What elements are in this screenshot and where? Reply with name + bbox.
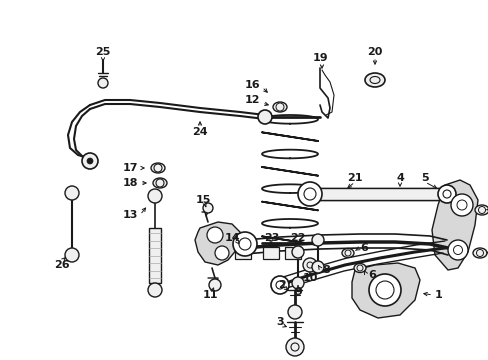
Circle shape — [65, 248, 79, 262]
Polygon shape — [195, 222, 240, 265]
Ellipse shape — [341, 248, 353, 257]
Circle shape — [303, 258, 316, 272]
Text: 11: 11 — [202, 290, 217, 300]
Text: 19: 19 — [311, 53, 327, 63]
Text: 6: 6 — [359, 243, 367, 253]
Ellipse shape — [472, 248, 486, 258]
Text: 5: 5 — [420, 173, 428, 183]
Ellipse shape — [474, 205, 488, 215]
Text: 9: 9 — [293, 287, 301, 297]
Circle shape — [270, 276, 288, 294]
Circle shape — [311, 261, 324, 273]
Circle shape — [437, 185, 455, 203]
Text: 14: 14 — [225, 233, 240, 243]
Circle shape — [87, 158, 93, 164]
Text: 22: 22 — [290, 233, 305, 243]
FancyBboxPatch shape — [285, 247, 301, 259]
Ellipse shape — [272, 102, 286, 112]
Text: 23: 23 — [264, 233, 279, 243]
Ellipse shape — [353, 264, 365, 273]
Ellipse shape — [153, 178, 167, 188]
FancyBboxPatch shape — [263, 247, 279, 259]
FancyBboxPatch shape — [235, 247, 250, 259]
Ellipse shape — [364, 73, 384, 87]
Circle shape — [208, 279, 221, 291]
Circle shape — [215, 246, 228, 260]
Circle shape — [232, 232, 257, 256]
Circle shape — [297, 182, 321, 206]
Circle shape — [291, 246, 304, 258]
Circle shape — [311, 234, 324, 246]
Circle shape — [82, 153, 98, 169]
Circle shape — [291, 277, 304, 289]
Text: 2: 2 — [278, 280, 285, 290]
Circle shape — [258, 110, 271, 124]
Text: 15: 15 — [195, 195, 210, 205]
Text: 4: 4 — [395, 173, 403, 183]
Circle shape — [148, 283, 162, 297]
Circle shape — [203, 203, 213, 213]
Text: 6: 6 — [367, 270, 375, 280]
Text: 1: 1 — [434, 290, 442, 300]
Text: 8: 8 — [321, 265, 329, 275]
Text: 3: 3 — [276, 317, 283, 327]
Text: 13: 13 — [122, 210, 138, 220]
Text: 18: 18 — [122, 178, 138, 188]
Circle shape — [148, 189, 162, 203]
Circle shape — [368, 274, 400, 306]
Polygon shape — [309, 188, 444, 200]
Text: 16: 16 — [244, 80, 260, 90]
Text: 12: 12 — [244, 95, 260, 105]
Ellipse shape — [151, 163, 164, 173]
Circle shape — [450, 194, 472, 216]
Text: 10: 10 — [302, 273, 317, 283]
Circle shape — [98, 78, 108, 88]
Text: 21: 21 — [346, 173, 362, 183]
Text: 24: 24 — [192, 127, 207, 137]
Circle shape — [65, 186, 79, 200]
Circle shape — [447, 240, 467, 260]
Circle shape — [206, 227, 223, 243]
Polygon shape — [431, 180, 477, 270]
Text: 20: 20 — [366, 47, 382, 57]
Polygon shape — [351, 263, 419, 318]
Circle shape — [285, 338, 304, 356]
FancyBboxPatch shape — [149, 228, 161, 283]
Text: 26: 26 — [54, 260, 70, 270]
Circle shape — [287, 305, 302, 319]
Text: 25: 25 — [95, 47, 110, 57]
Text: 17: 17 — [122, 163, 138, 173]
